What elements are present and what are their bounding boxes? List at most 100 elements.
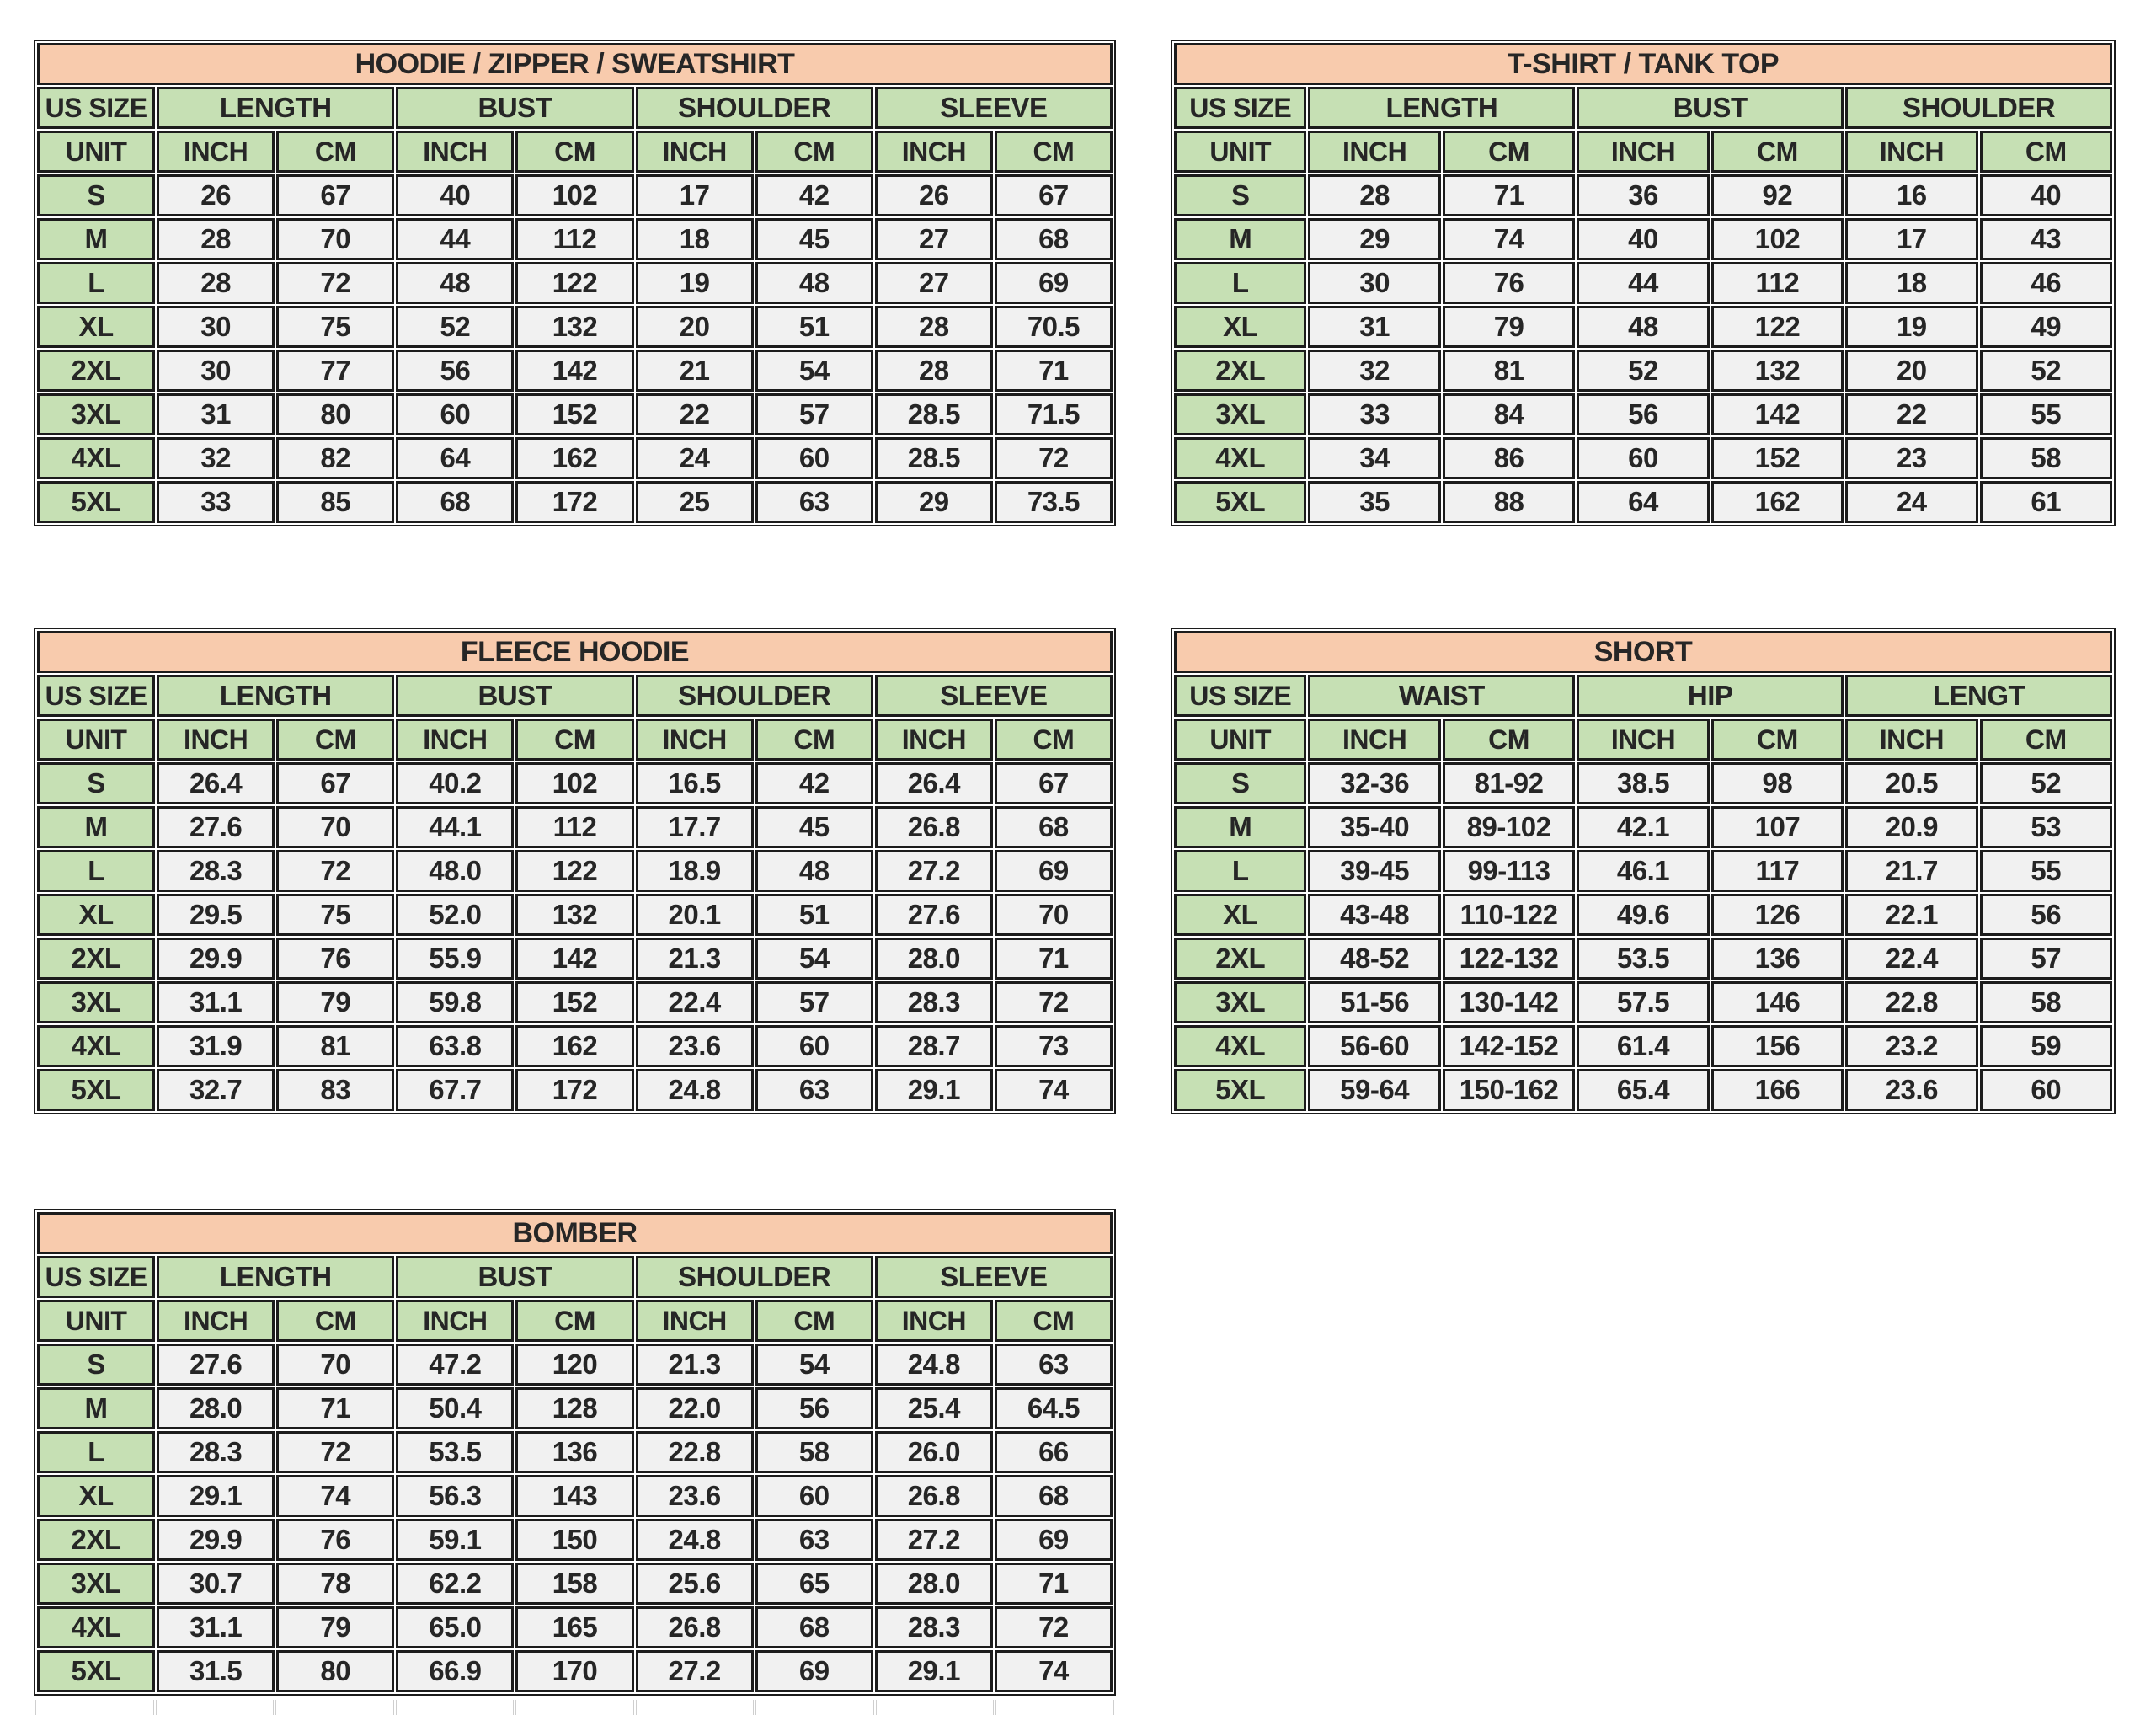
measurement-cell: 51 xyxy=(755,894,873,936)
unit-inch-header: INCH xyxy=(1845,719,1978,761)
measurement-cell: 29 xyxy=(1308,218,1441,260)
measurement-cell: 55 xyxy=(1979,393,2112,435)
measurement-cell: 48 xyxy=(396,262,515,304)
measurement-cell: 72 xyxy=(994,1606,1113,1648)
size-label: 2XL xyxy=(37,938,156,980)
measurement-cell: 20.5 xyxy=(1845,762,1978,804)
measurement-cell: 26.4 xyxy=(157,762,275,804)
measurement-cell: 110-122 xyxy=(1442,894,1576,936)
measurement-cell: 54 xyxy=(755,350,873,392)
measurement-cell: 122-132 xyxy=(1442,938,1576,980)
measurement-cell: 38.5 xyxy=(1577,762,1710,804)
table-row-s: S 26.4 67 40.2 102 16.5 42 26.4 67 xyxy=(37,762,1113,804)
unit-header: UNIT xyxy=(37,719,156,761)
measurement-cell: 83 xyxy=(276,1069,395,1111)
size-label: 3XL xyxy=(1174,393,1307,435)
measurement-cell: 27.6 xyxy=(157,806,275,848)
measurement-cell: 20 xyxy=(1845,350,1978,392)
table-row-s: S 27.6 70 47.2 120 21.3 54 24.8 63 xyxy=(37,1344,1113,1386)
unit-inch-header: INCH xyxy=(874,719,993,761)
measurement-cell: 84 xyxy=(1442,393,1576,435)
measurement-cell: 65 xyxy=(755,1563,873,1605)
group-header-length: LENGTH xyxy=(1308,87,1576,129)
size-label: M xyxy=(37,218,156,260)
measurement-cell: 152 xyxy=(515,393,634,435)
measurement-cell: 67 xyxy=(994,762,1113,804)
empty-cell xyxy=(635,1700,755,1715)
table-title-bomber: BOMBER xyxy=(37,1212,1113,1254)
measurement-cell: 28.0 xyxy=(874,1563,993,1605)
measurement-cell: 30 xyxy=(157,350,275,392)
measurement-cell: 67 xyxy=(276,174,395,216)
measurement-cell: 22.4 xyxy=(1845,938,1978,980)
measurement-cell: 79 xyxy=(276,981,395,1023)
us-size-header: US SIZE xyxy=(1174,87,1307,129)
group-header-length: LENGTH xyxy=(157,675,395,717)
measurement-cell: 28.3 xyxy=(874,981,993,1023)
measurement-cell: 46.1 xyxy=(1577,850,1710,892)
empty-cell xyxy=(155,1700,275,1715)
size-label: 4XL xyxy=(37,1606,156,1648)
measurement-cell: 56 xyxy=(755,1387,873,1429)
measurement-cell: 142 xyxy=(1710,393,1844,435)
group-header-length: LENGTH xyxy=(157,87,395,129)
measurement-cell: 30.7 xyxy=(157,1563,275,1605)
measurement-cell: 65.0 xyxy=(396,1606,515,1648)
size-label: XL xyxy=(37,894,156,936)
measurement-cell: 64 xyxy=(396,437,515,479)
us-size-header: US SIZE xyxy=(37,1256,156,1298)
measurement-cell: 27.2 xyxy=(874,850,993,892)
table-row-4xl: 4XL 31.9 81 63.8 162 23.6 60 28.7 73 xyxy=(37,1025,1113,1067)
table-row-m: M 35-40 89-102 42.1 107 20.9 53 xyxy=(1174,806,2112,848)
measurement-cell: 28.5 xyxy=(874,437,993,479)
table-row-m: M 28.0 71 50.4 128 22.0 56 25.4 64.5 xyxy=(37,1387,1113,1429)
size-label: 4XL xyxy=(37,437,156,479)
measurement-cell: 31 xyxy=(1308,306,1441,348)
size-label: 5XL xyxy=(1174,1069,1307,1111)
group-header-bust: BUST xyxy=(396,1256,634,1298)
measurement-cell: 71 xyxy=(1442,174,1576,216)
measurement-cell: 28.0 xyxy=(157,1387,275,1429)
group-header-shoulder: SHOULDER xyxy=(635,675,873,717)
measurement-cell: 22 xyxy=(635,393,754,435)
measurement-cell: 81-92 xyxy=(1442,762,1576,804)
measurement-cell: 23.6 xyxy=(1845,1069,1978,1111)
measurement-cell: 32 xyxy=(157,437,275,479)
measurement-cell: 71 xyxy=(276,1387,395,1429)
measurement-cell: 70 xyxy=(276,1344,395,1386)
unit-inch-header: INCH xyxy=(157,1300,275,1342)
size-label: 5XL xyxy=(37,481,156,523)
measurement-cell: 59 xyxy=(1979,1025,2112,1067)
measurement-cell: 21.3 xyxy=(635,1344,754,1386)
us-size-header: US SIZE xyxy=(37,675,156,717)
measurement-cell: 29.1 xyxy=(874,1650,993,1692)
table-row-5xl: 5XL 59-64 150-162 65.4 166 23.6 60 xyxy=(1174,1069,2112,1111)
measurement-cell: 40 xyxy=(1577,218,1710,260)
measurement-cell: 70 xyxy=(276,806,395,848)
group-header-lengt: LENGT xyxy=(1845,675,2112,717)
measurement-cell: 60 xyxy=(755,1025,873,1067)
measurement-cell: 76 xyxy=(276,1519,395,1561)
table-row-s: S 32-36 81-92 38.5 98 20.5 52 xyxy=(1174,762,2112,804)
measurement-cell: 117 xyxy=(1710,850,1844,892)
measurement-cell: 56.3 xyxy=(396,1475,515,1517)
measurement-cell: 16 xyxy=(1845,174,1978,216)
measurement-cell: 122 xyxy=(1710,306,1844,348)
measurement-cell: 68 xyxy=(994,1475,1113,1517)
measurement-cell: 72 xyxy=(994,981,1113,1023)
measurement-cell: 150 xyxy=(515,1519,634,1561)
measurement-cell: 40 xyxy=(396,174,515,216)
unit-cm-header: CM xyxy=(755,1300,873,1342)
measurement-cell: 28 xyxy=(874,350,993,392)
measurement-cell: 26.4 xyxy=(874,762,993,804)
measurement-cell: 52 xyxy=(1979,762,2112,804)
size-label: S xyxy=(37,762,156,804)
measurement-cell: 122 xyxy=(515,850,634,892)
unit-cm-header: CM xyxy=(515,719,634,761)
unit-header: UNIT xyxy=(37,131,156,173)
size-label: 2XL xyxy=(1174,350,1307,392)
measurement-cell: 28 xyxy=(874,306,993,348)
measurement-cell: 102 xyxy=(515,762,634,804)
measurement-cell: 69 xyxy=(994,1519,1113,1561)
measurement-cell: 27.2 xyxy=(635,1650,754,1692)
